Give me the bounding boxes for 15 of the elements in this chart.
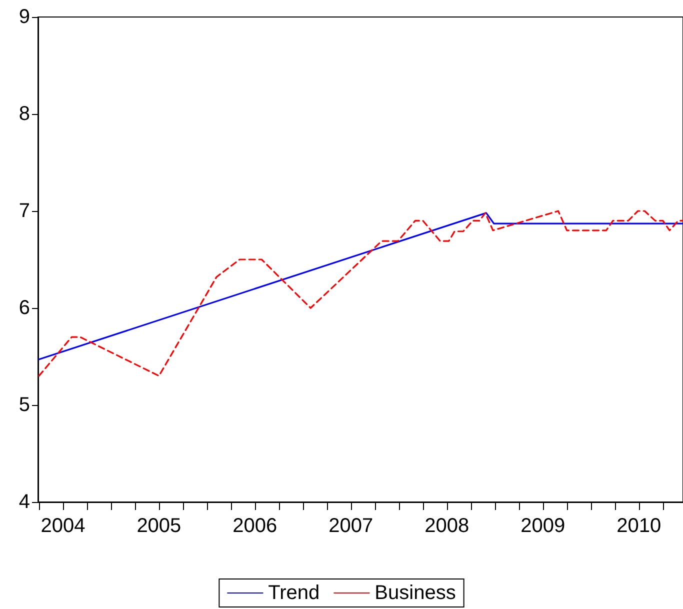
y-tick-label: 9 (18, 6, 30, 28)
x-tick-label: 2008 (424, 515, 470, 537)
y-tick-label: 5 (18, 394, 30, 416)
legend-label: Business (374, 582, 456, 604)
legend-label: Trend (268, 582, 320, 604)
x-tick-label: 2005 (136, 515, 182, 537)
x-tick-label: 2010 (616, 515, 662, 537)
y-tick-label: 8 (18, 103, 30, 125)
x-tick-label: 2007 (328, 515, 374, 537)
y-tick-label: 4 (18, 491, 30, 513)
x-tick-label: 2009 (520, 515, 566, 537)
y-tick-label: 6 (18, 297, 30, 319)
y-tick-label: 7 (18, 200, 30, 222)
x-tick-label: 2006 (232, 515, 278, 537)
x-tick-label: 2004 (40, 515, 86, 537)
